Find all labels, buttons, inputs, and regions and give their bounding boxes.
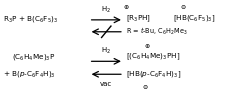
- Text: R = $\it{t}$-Bu, C$_6$H$_2$Me$_3$: R = $\it{t}$-Bu, C$_6$H$_2$Me$_3$: [126, 26, 188, 37]
- Text: $\oplus$: $\oplus$: [123, 3, 130, 11]
- Text: (C$_6$H$_4$Me)$_3$P: (C$_6$H$_4$Me)$_3$P: [13, 52, 56, 62]
- Text: vac: vac: [100, 81, 112, 87]
- Text: H$_2$: H$_2$: [101, 46, 111, 56]
- Text: [R$_3$PH]: [R$_3$PH]: [126, 14, 151, 24]
- Text: [(C$_6$H$_4$Me)$_3$PH]: [(C$_6$H$_4$Me)$_3$PH]: [126, 52, 181, 62]
- Text: $\ominus$: $\ominus$: [142, 83, 148, 91]
- Text: $\oplus$: $\oplus$: [144, 42, 151, 50]
- Text: $\ominus$: $\ominus$: [180, 3, 187, 11]
- Text: H$_2$: H$_2$: [101, 4, 111, 15]
- Text: R$_3$P + B(C$_6$F$_5$)$_3$: R$_3$P + B(C$_6$F$_5$)$_3$: [3, 14, 58, 24]
- Text: [HB($p$-C$_6$F$_4$H)$_3$]: [HB($p$-C$_6$F$_4$H)$_3$]: [126, 70, 181, 80]
- Text: [HB(C$_6$F$_5$)$_3$]: [HB(C$_6$F$_5$)$_3$]: [173, 14, 216, 24]
- Text: + B($p$-C$_6$F$_4$H)$_3$: + B($p$-C$_6$F$_4$H)$_3$: [3, 69, 56, 79]
